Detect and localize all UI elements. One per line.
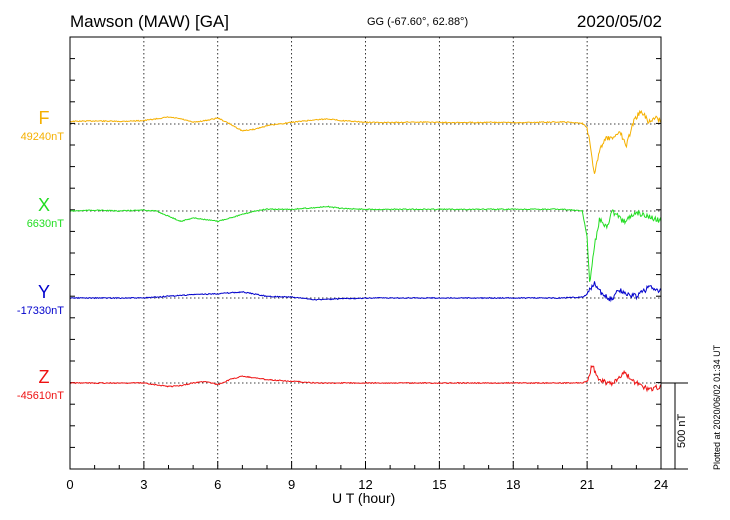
x-tick-label-12: 12 <box>358 477 372 492</box>
x-tick-label-18: 18 <box>506 477 520 492</box>
series-line-z <box>69 364 662 393</box>
x-axis-label: U T (hour) <box>332 490 396 506</box>
x-tick-label-9: 9 <box>288 477 295 492</box>
x-tick-label-15: 15 <box>432 477 446 492</box>
scale-bar-label: 500 nT <box>676 413 688 448</box>
series-baseline-f: 49240nT <box>20 131 64 143</box>
x-tick-label-0: 0 <box>66 477 73 492</box>
series-baseline-y: -17330nT <box>16 305 64 317</box>
series-name-z: Z <box>38 367 50 387</box>
station-title: Mawson (MAW) [GA] <box>70 12 229 31</box>
station-coordinates: GG (-67.60°, 62.88°) <box>367 16 469 28</box>
series-layer <box>69 109 662 393</box>
series-line-y <box>69 281 662 303</box>
series-name-y: Y <box>37 282 50 302</box>
series-line-x <box>70 205 662 282</box>
plot-frame <box>69 36 662 470</box>
plot-date: 2020/05/02 <box>576 12 662 31</box>
tick-layer: 0 3 6 9 12 15 18 21 24 <box>66 58 668 492</box>
series-name-f: F <box>38 108 50 128</box>
scale-bar <box>661 382 688 470</box>
x-tick-label-3: 3 <box>140 477 147 492</box>
series-name-x: X <box>37 195 50 215</box>
x-tick-label-21: 21 <box>580 477 594 492</box>
series-baseline-z: -45610nT <box>16 390 64 402</box>
series-baseline-x: 6630nT <box>26 218 64 230</box>
plotted-timestamp: Plotted at 2020/06/02 01:34 UT <box>712 344 722 470</box>
x-tick-label-24: 24 <box>654 477 668 492</box>
x-tick-label-6: 6 <box>214 477 221 492</box>
grid-layer <box>70 37 661 469</box>
series-line-f <box>69 109 661 174</box>
